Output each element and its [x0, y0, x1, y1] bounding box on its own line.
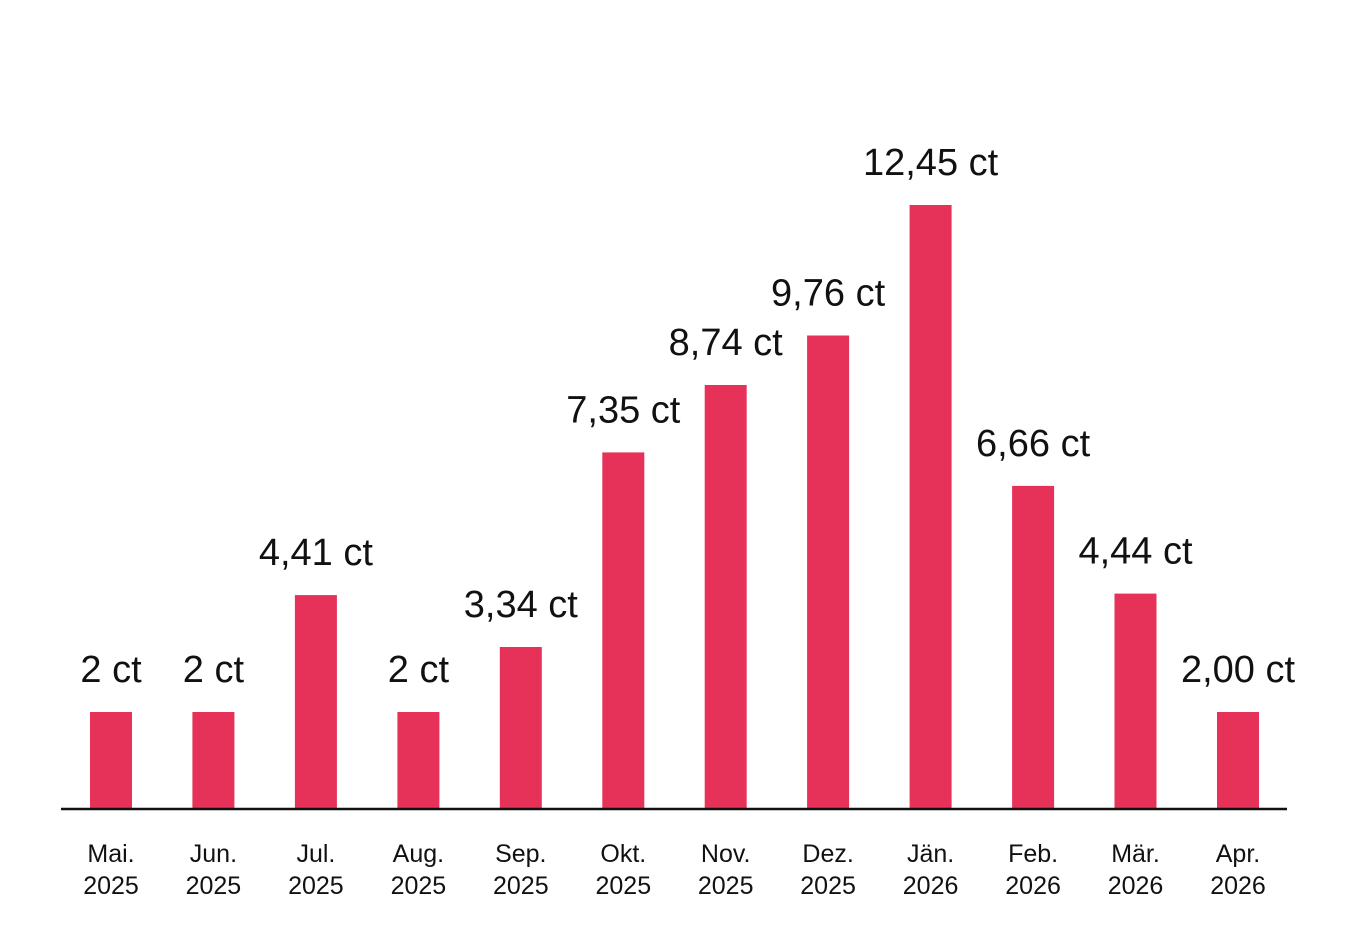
value-label-1: 2 ct	[183, 649, 245, 691]
x-tick-label-10: Mär. 2026	[1108, 840, 1164, 900]
x-tick-year: 2025	[800, 872, 856, 900]
bar-8	[909, 205, 952, 809]
x-tick-year: 2025	[83, 872, 139, 900]
value-label-6: 8,74 ct	[669, 322, 784, 364]
x-tick-year: 2026	[1005, 872, 1061, 900]
x-tick-month: Okt.	[600, 840, 646, 868]
x-tick-month: Apr.	[1216, 840, 1260, 868]
x-tick-label-0: Mai. 2025	[83, 840, 139, 900]
x-tick-month: Jän.	[907, 840, 954, 868]
x-tick-label-7: Dez. 2025	[800, 840, 856, 900]
x-tick-year: 2026	[1210, 872, 1266, 900]
x-tick-label-6: Nov. 2025	[698, 840, 754, 900]
x-tick-year: 2026	[903, 872, 959, 900]
bar-4	[499, 647, 542, 809]
x-tick-year: 2025	[288, 872, 344, 900]
value-label-11: 2,00 ct	[1181, 649, 1296, 691]
x-tick-label-3: Aug. 2025	[391, 840, 447, 900]
x-tick-label-9: Feb. 2026	[1005, 840, 1061, 900]
bar-0	[90, 712, 132, 809]
x-tick-month: Feb.	[1008, 840, 1058, 868]
x-tick-month: Jun.	[190, 840, 237, 868]
x-tick-year: 2025	[698, 872, 754, 900]
bar-10	[1114, 593, 1157, 809]
value-label-5: 7,35 ct	[566, 389, 681, 431]
x-tick-label-4: Sep. 2025	[493, 840, 549, 900]
x-tick-label-5: Okt. 2025	[595, 840, 651, 900]
x-tick-year: 2025	[493, 872, 549, 900]
bar-3	[397, 712, 440, 809]
bar-2	[294, 595, 337, 809]
value-label-10: 4,44 ct	[1078, 531, 1193, 573]
value-label-3: 2 ct	[388, 649, 450, 691]
value-label-7: 9,76 ct	[771, 273, 886, 315]
x-tick-label-2: Jul. 2025	[288, 840, 344, 900]
x-tick-label-1: Jun. 2025	[186, 840, 242, 900]
x-tick-year: 2025	[391, 872, 447, 900]
x-tick-month: Mai.	[87, 840, 134, 868]
x-tick-month: Mär.	[1111, 840, 1160, 868]
value-labels-group: 2 ct 2 ct 4,41 ct 2 ct 3,34 ct 7,35 ct 8,74 ct…	[80, 142, 1295, 691]
x-tick-label-11: Apr. 2026	[1210, 840, 1266, 900]
x-tick-month: Dez.	[802, 840, 853, 868]
bar-11	[1217, 712, 1259, 809]
value-label-8: 12,45 ct	[863, 142, 999, 184]
x-tick-month: Sep.	[495, 840, 546, 868]
x-tick-month: Aug.	[393, 840, 444, 868]
bar-6	[704, 385, 747, 809]
x-tick-month: Jul.	[296, 840, 335, 868]
value-label-2: 4,41 ct	[259, 532, 374, 574]
x-tick-year: 2026	[1108, 872, 1164, 900]
x-tick-label-8: Jän. 2026	[903, 840, 959, 900]
value-label-0: 2 ct	[80, 649, 142, 691]
value-label-4: 3,34 ct	[464, 584, 579, 626]
x-tick-year: 2025	[186, 872, 242, 900]
value-label-9: 6,66 ct	[976, 423, 1091, 465]
x-tick-month: Nov.	[701, 840, 751, 868]
bar-9	[1012, 485, 1055, 809]
x-tick-year: 2025	[595, 872, 651, 900]
bar-1	[192, 712, 235, 809]
bar-5	[602, 452, 645, 809]
bars-group	[90, 205, 1259, 809]
bar-7	[807, 335, 850, 809]
x-tick-labels-group: Mai. 2025 Jun. 2025 Jul. 2025 Aug. 2025 Sep. 2025…	[83, 840, 1266, 900]
